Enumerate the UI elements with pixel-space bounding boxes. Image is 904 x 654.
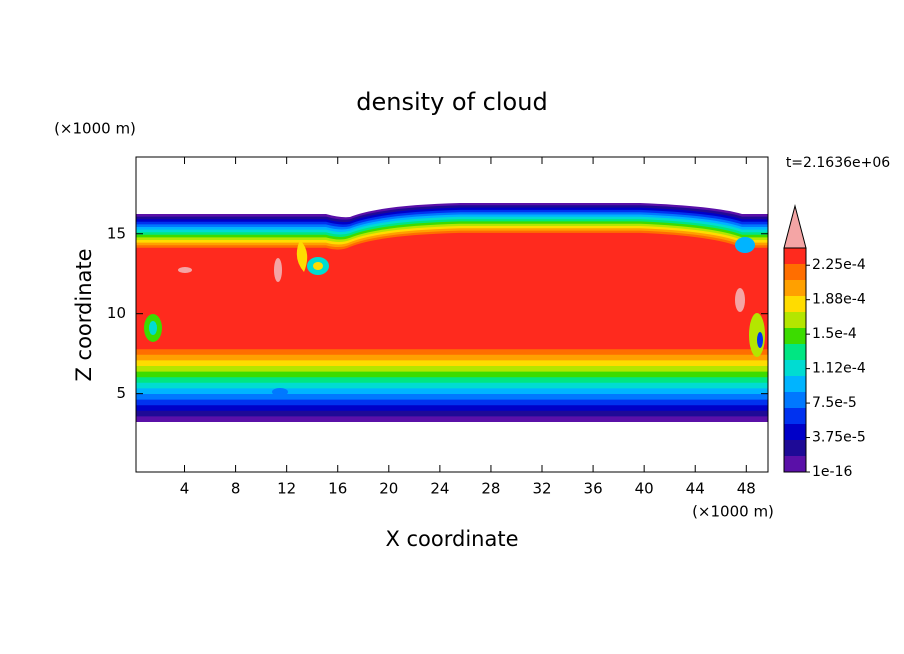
contour-field	[136, 203, 768, 422]
contour-feature	[735, 237, 755, 253]
x-tick-label: 48	[737, 480, 756, 498]
chart-title: density of cloud	[356, 88, 547, 116]
x-tick-label: 12	[277, 480, 296, 498]
colorbar-band	[784, 376, 806, 392]
colorbar-band	[784, 360, 806, 376]
x-tick-label: 4	[180, 480, 190, 498]
colorbar-tick-label: 2.25e-4	[812, 257, 866, 273]
contour-band	[136, 232, 768, 350]
x-tick-label: 40	[635, 480, 654, 498]
y-unit: (×1000 m)	[54, 120, 136, 138]
colorbar-band	[784, 280, 806, 296]
x-tick-label: 44	[686, 480, 705, 498]
colorbar-tick-label: 1.5e-4	[812, 326, 857, 342]
contour-feature	[296, 240, 308, 272]
x-axis-label: X coordinate	[385, 527, 518, 551]
time-annotation: t=2.1636e+06	[786, 155, 890, 171]
colorbar-band	[784, 312, 806, 328]
contour-feature	[149, 321, 157, 335]
colorbar-band	[784, 344, 806, 360]
colorbar-band	[784, 440, 806, 456]
contour-feature	[313, 262, 323, 270]
x-tick-label: 16	[328, 480, 347, 498]
colorbar-band	[784, 328, 806, 344]
colorbar-band	[784, 392, 806, 408]
x-tick-label: 24	[430, 480, 449, 498]
colorbar-frame	[783, 247, 807, 473]
colorbar-tick-label: 3.75e-5	[812, 430, 866, 446]
x-tick-label: 8	[231, 480, 241, 498]
contour-feature	[274, 258, 282, 282]
contour-feature	[178, 267, 192, 273]
colorbar-tick-label: 1e-16	[812, 464, 852, 480]
plot-frame	[135, 156, 769, 473]
y-tick-label: 5	[116, 384, 126, 402]
y-axis-label: Z coordinate	[72, 248, 96, 381]
colorbar-band	[784, 424, 806, 440]
colorbar-extension	[783, 204, 807, 249]
colorbar-tick-label: 1.88e-4	[812, 292, 866, 308]
contour-feature	[757, 332, 763, 348]
colorbar-tick-label: 7.5e-5	[812, 395, 857, 411]
colorbar-band	[784, 408, 806, 424]
x-tick-label: 36	[584, 480, 603, 498]
x-unit: (×1000 m)	[692, 503, 774, 521]
colorbar-band	[784, 248, 806, 264]
contour-feature	[735, 288, 745, 312]
x-tick-label: 32	[532, 480, 551, 498]
colorbar-band	[784, 264, 806, 280]
colorbar-band	[784, 296, 806, 312]
contour-feature	[272, 388, 288, 396]
colorbar-tick-label: 1.12e-4	[812, 361, 866, 377]
x-tick-label: 20	[379, 480, 398, 498]
colorbar-band	[784, 456, 806, 472]
contour-feature	[749, 313, 765, 357]
y-tick-label: 10	[107, 304, 126, 322]
y-tick-label: 15	[107, 224, 126, 242]
x-tick-label: 28	[481, 480, 500, 498]
